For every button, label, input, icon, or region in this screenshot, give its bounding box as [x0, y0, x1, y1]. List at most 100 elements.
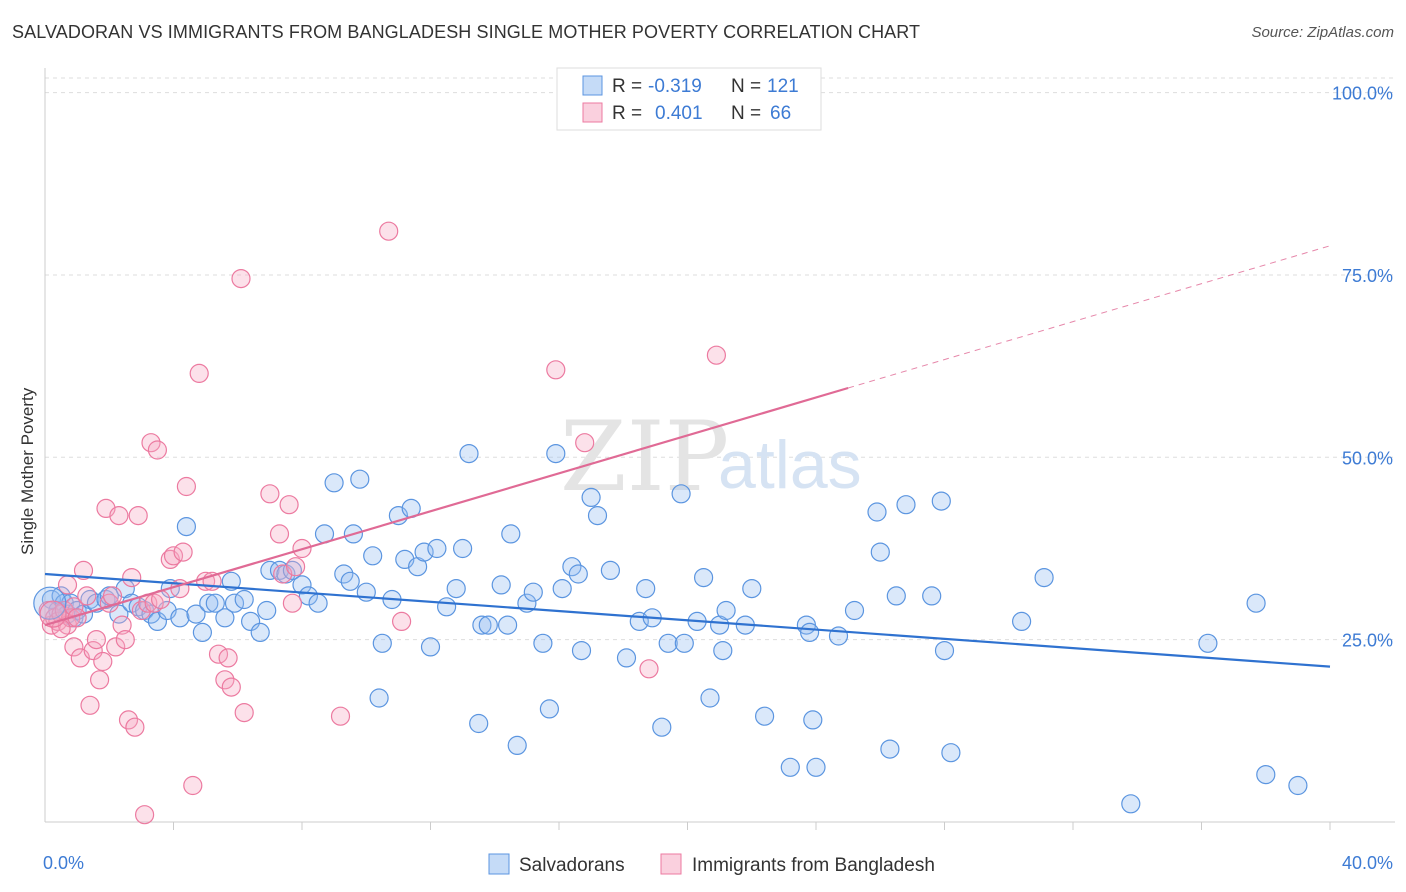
point-bangladesh	[118, 710, 139, 730]
point-salvadorans	[587, 505, 608, 526]
point-salvadorans	[459, 444, 479, 464]
trendline-bangladesh	[44, 386, 849, 627]
point-salvadorans	[742, 578, 762, 599]
point-salvadorans	[886, 586, 906, 606]
point-bangladesh	[282, 593, 302, 613]
point-salvadorans	[80, 589, 100, 610]
point-bangladesh	[64, 637, 84, 657]
point-salvadorans	[372, 633, 392, 653]
point-salvadorans	[350, 469, 370, 489]
point-salvadorans	[186, 604, 206, 624]
point-salvadorans	[192, 622, 212, 643]
point-bangladesh	[189, 363, 209, 383]
point-salvadorans	[754, 706, 775, 726]
point-bangladesh	[83, 640, 103, 661]
point-salvadorans	[469, 713, 489, 734]
point-bangladesh	[122, 567, 142, 588]
point-salvadorans	[1198, 633, 1218, 653]
point-salvadorans	[260, 560, 280, 581]
point-bangladesh	[260, 484, 280, 504]
point-salvadorans	[491, 575, 511, 595]
legend-swatch-bangladesh	[660, 853, 682, 875]
watermark-zip: ZIP	[560, 401, 729, 513]
x-tick-label: 40.0%	[1342, 853, 1393, 873]
y-tick-label: 50.0%	[1342, 448, 1393, 468]
legend-r-label: R =	[612, 103, 642, 124]
point-salvadorans	[934, 640, 955, 661]
point-salvadorans	[176, 516, 196, 537]
legend-swatch-bangladesh	[582, 102, 603, 123]
watermark: ZIP atlas	[560, 401, 862, 513]
point-salvadorans	[931, 491, 951, 511]
point-bangladesh	[163, 546, 184, 566]
point-bangladesh	[575, 433, 595, 453]
point-salvadorans	[507, 735, 527, 756]
point-salvadorans	[523, 582, 543, 602]
point-salvadorans	[844, 600, 865, 621]
point-salvadorans	[693, 567, 714, 588]
x-tick-label: 0.0%	[43, 853, 84, 873]
point-salvadorans	[472, 615, 492, 635]
points-layer	[33, 221, 1308, 825]
point-bangladesh	[330, 706, 351, 726]
trend-layer	[44, 245, 1331, 668]
point-salvadorans	[241, 611, 261, 632]
legend-n-label: N =	[731, 76, 761, 97]
point-salvadorans	[700, 688, 720, 708]
point-salvadorans	[616, 648, 637, 668]
point-bangladesh	[173, 542, 193, 562]
point-salvadorans	[478, 615, 498, 635]
point-salvadorans	[658, 633, 678, 653]
point-salvadorans	[870, 542, 890, 562]
point-salvadorans	[581, 487, 601, 507]
y-tick-label: 25.0%	[1342, 631, 1393, 651]
point-salvadorans	[636, 578, 656, 599]
point-bangladesh	[208, 644, 229, 664]
point-salvadorans	[308, 593, 328, 613]
point-bangladesh	[77, 586, 97, 606]
point-salvadorans	[369, 688, 389, 708]
point-bangladesh	[128, 505, 148, 526]
legend-top: R = -0.319 N = 121 R = 0.401 N = 66	[556, 67, 822, 131]
point-salvadorans	[716, 600, 736, 621]
point-salvadorans	[437, 597, 457, 617]
point-salvadorans	[539, 699, 560, 719]
point-salvadorans	[170, 608, 190, 628]
point-bangladesh	[269, 524, 290, 544]
point-salvadorans	[257, 600, 277, 621]
trendline-salvadorans	[44, 572, 1331, 668]
tick-label-layer: 25.0% 50.0% 75.0% 100.0% 0.0% 40.0%	[43, 84, 1393, 873]
legend-n-value: 121	[767, 76, 799, 97]
point-salvadorans	[713, 640, 733, 661]
point-bangladesh	[218, 648, 238, 668]
point-salvadorans	[1246, 593, 1266, 613]
point-bangladesh	[106, 637, 126, 657]
point-salvadorans	[880, 739, 900, 759]
y-axis-label: Single Mother Poverty	[18, 387, 37, 555]
point-salvadorans	[600, 560, 621, 581]
point-salvadorans	[562, 557, 582, 577]
point-bangladesh	[89, 670, 110, 690]
point-bangladesh	[135, 805, 155, 825]
point-salvadorans	[896, 495, 916, 515]
point-bangladesh	[639, 659, 659, 679]
point-bangladesh	[115, 629, 135, 650]
point-salvadorans	[414, 542, 434, 562]
point-salvadorans	[799, 622, 820, 643]
chart-title: SALVADORAN VS IMMIGRANTS FROM BANGLADESH…	[12, 22, 921, 42]
point-bangladesh	[234, 702, 254, 723]
point-bangladesh	[706, 345, 727, 365]
point-salvadorans	[324, 473, 344, 493]
point-bangladesh	[80, 695, 100, 715]
point-salvadorans	[1256, 764, 1276, 785]
point-salvadorans	[363, 546, 383, 566]
point-bangladesh	[183, 775, 203, 796]
point-salvadorans	[1288, 775, 1308, 796]
point-salvadorans	[674, 633, 694, 653]
point-salvadorans	[546, 444, 566, 464]
point-salvadorans	[453, 538, 473, 559]
point-salvadorans	[446, 578, 466, 599]
point-salvadorans	[420, 637, 441, 657]
point-bangladesh	[215, 670, 235, 690]
point-salvadorans	[652, 717, 672, 737]
